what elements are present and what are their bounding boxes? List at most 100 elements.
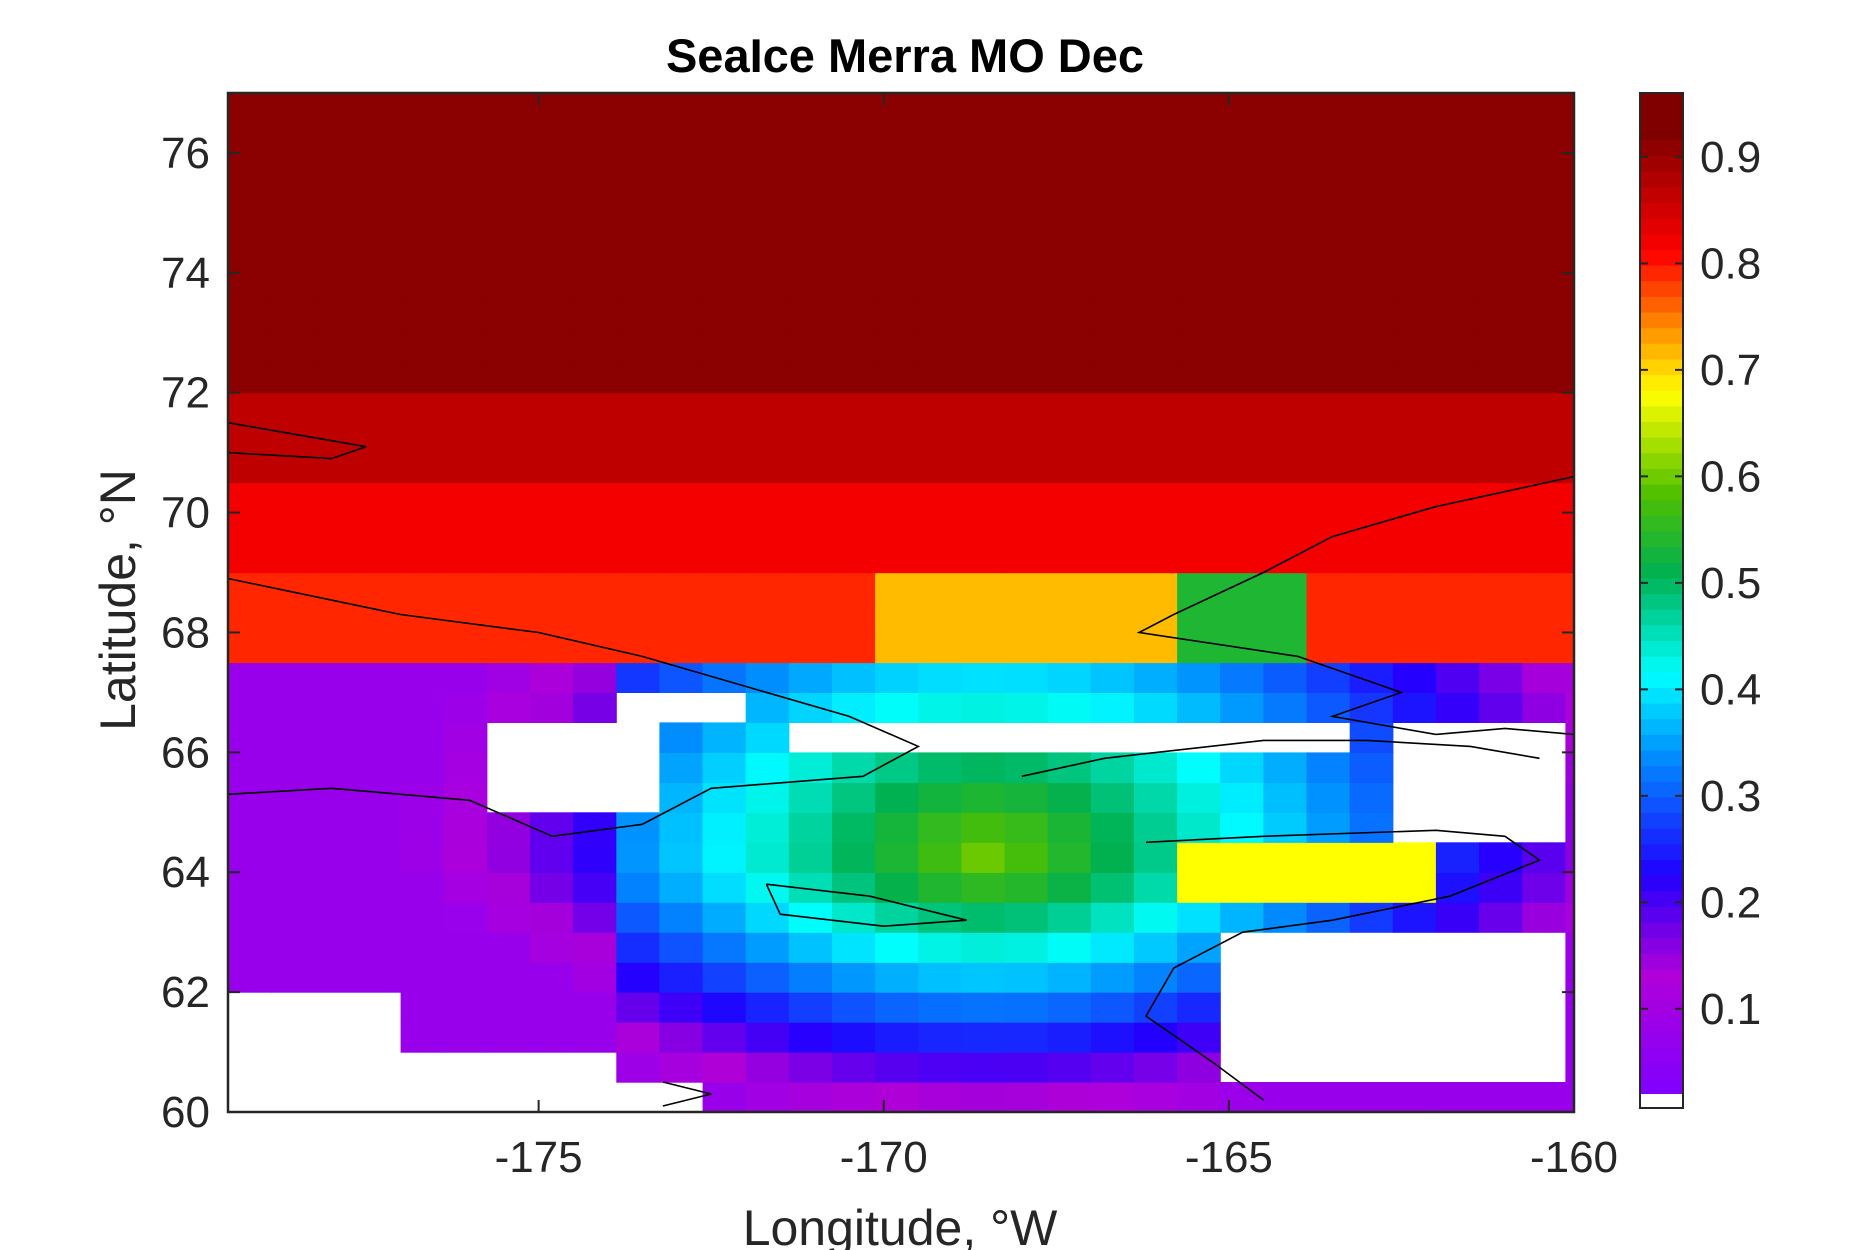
heatmap-cell <box>918 422 962 454</box>
heatmap-cell <box>788 1022 833 1053</box>
heatmap-cell <box>228 572 272 604</box>
heatmap-cell <box>573 902 617 933</box>
heatmap-cell <box>1004 123 1049 154</box>
heatmap-cell <box>1090 1052 1135 1083</box>
heatmap-cell <box>616 992 660 1023</box>
heatmap-cell <box>745 123 790 154</box>
heatmap-cell <box>357 932 402 963</box>
heatmap-cell <box>961 272 1006 304</box>
heatmap-cell <box>530 962 574 993</box>
heatmap-cell <box>314 332 358 364</box>
heatmap-cell <box>228 632 272 664</box>
heatmap-cell <box>961 962 1006 993</box>
heatmap-cell <box>745 332 790 364</box>
heatmap-cell <box>961 812 1006 843</box>
heatmap-cell <box>1134 332 1178 364</box>
heatmap-cell <box>1349 123 1394 154</box>
heatmap-cell <box>443 392 488 424</box>
heatmap-cell <box>1004 1082 1049 1113</box>
heatmap-cell <box>1004 362 1049 394</box>
heatmap-cell <box>702 722 747 753</box>
heatmap-cell <box>1004 182 1049 214</box>
heatmap-cell <box>832 812 876 843</box>
heatmap-cell <box>400 242 445 274</box>
heatmap-cell <box>1522 632 1566 664</box>
heatmap-cell <box>357 182 402 214</box>
heatmap-cell <box>530 662 574 693</box>
heatmap-cell <box>271 602 315 634</box>
heatmap-cell <box>1435 422 1480 454</box>
heatmap-cell <box>961 392 1006 424</box>
heatmap-cell <box>1047 1022 1092 1053</box>
heatmap-cell <box>228 242 272 274</box>
heatmap-cell <box>918 362 962 394</box>
heatmap-cell <box>1435 212 1480 244</box>
heatmap-cell <box>1349 542 1394 574</box>
heatmap-cell <box>832 662 876 693</box>
heatmap-cell <box>1134 812 1178 843</box>
heatmap-cell <box>961 212 1006 244</box>
colorbar-tick-label: 0.2 <box>1700 878 1761 927</box>
heatmap-cell <box>400 902 445 933</box>
colorbar-segment <box>1640 468 1683 485</box>
heatmap-cell <box>271 902 315 933</box>
heatmap-cell <box>961 512 1006 544</box>
heatmap-cell <box>832 392 876 424</box>
heatmap-cell <box>745 242 790 274</box>
colorbar-segment <box>1640 452 1683 469</box>
heatmap-cell <box>1090 662 1135 693</box>
heatmap-cell <box>486 93 531 124</box>
heatmap-cell <box>357 872 402 903</box>
heatmap-cell <box>832 302 876 334</box>
heatmap-cell <box>875 332 919 364</box>
heatmap-cell <box>918 542 962 574</box>
heatmap-cell <box>228 422 272 454</box>
y-tick-label: 70 <box>161 489 210 538</box>
heatmap-cell <box>1565 722 1575 753</box>
colorbar-segment <box>1640 218 1683 235</box>
heatmap-cell <box>702 482 747 514</box>
heatmap-cell <box>357 782 402 813</box>
heatmap-cell <box>1263 512 1308 544</box>
heatmap-cell <box>1349 212 1394 244</box>
heatmap-cell <box>745 452 790 484</box>
heatmap-cell <box>1004 962 1049 993</box>
heatmap-cell <box>400 182 445 214</box>
heatmap-cell <box>788 392 833 424</box>
heatmap-cell <box>745 1082 790 1113</box>
heatmap-cell <box>832 452 876 484</box>
heatmap-cell <box>659 212 704 244</box>
heatmap-cell <box>659 872 704 903</box>
heatmap-cell <box>314 93 358 124</box>
heatmap-cell <box>1263 152 1308 184</box>
colorbar-tick-label: 0.3 <box>1700 772 1761 821</box>
heatmap-cell <box>1349 842 1394 873</box>
coastline-segment <box>662 1081 712 1107</box>
colorbar-segment <box>1640 796 1683 814</box>
heatmap-cell <box>1263 1082 1308 1113</box>
heatmap-cell <box>357 152 402 184</box>
heatmap-cell <box>1047 362 1092 394</box>
heatmap-cell <box>1004 632 1049 664</box>
heatmap-cell <box>745 1052 790 1083</box>
colorbar-segment <box>1640 562 1683 579</box>
heatmap-cell <box>788 152 833 184</box>
heatmap-cell <box>1177 692 1221 723</box>
heatmap-cell <box>357 692 402 723</box>
heatmap-cell <box>357 242 402 274</box>
heatmap-cell <box>271 482 315 514</box>
heatmap-cell <box>443 932 488 963</box>
heatmap-cell <box>918 1082 962 1113</box>
heatmap-cell <box>1479 332 1523 364</box>
heatmap-cell <box>659 332 704 364</box>
heatmap-cell <box>1263 872 1308 903</box>
colorbar-segment <box>1640 108 1683 125</box>
heatmap-cell <box>400 962 445 993</box>
heatmap-cell <box>228 902 272 933</box>
heatmap-cell <box>400 392 445 424</box>
heatmap-cell <box>1177 362 1221 394</box>
heatmap-cell <box>1306 332 1351 364</box>
heatmap-cell <box>573 1022 617 1053</box>
colorbar-segment <box>1640 921 1683 939</box>
heatmap-cell <box>314 123 358 154</box>
